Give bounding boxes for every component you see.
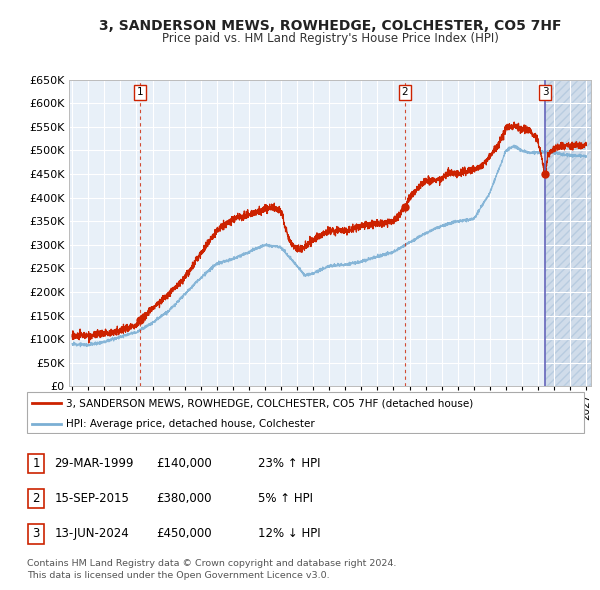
Text: Contains HM Land Registry data © Crown copyright and database right 2024.
This d: Contains HM Land Registry data © Crown c… bbox=[27, 559, 397, 579]
Text: 2: 2 bbox=[401, 87, 409, 97]
Text: 15-SEP-2015: 15-SEP-2015 bbox=[55, 492, 130, 505]
Text: 2: 2 bbox=[32, 492, 40, 505]
Text: 3: 3 bbox=[32, 527, 40, 540]
Text: 3: 3 bbox=[542, 87, 548, 97]
Text: 13-JUN-2024: 13-JUN-2024 bbox=[55, 527, 130, 540]
Text: £450,000: £450,000 bbox=[156, 527, 212, 540]
Bar bbox=[545, 80, 591, 386]
Text: 1: 1 bbox=[137, 87, 143, 97]
Text: 3, SANDERSON MEWS, ROWHEDGE, COLCHESTER, CO5 7HF (detached house): 3, SANDERSON MEWS, ROWHEDGE, COLCHESTER,… bbox=[66, 398, 473, 408]
Text: 3, SANDERSON MEWS, ROWHEDGE, COLCHESTER, CO5 7HF: 3, SANDERSON MEWS, ROWHEDGE, COLCHESTER,… bbox=[99, 19, 561, 33]
Text: Price paid vs. HM Land Registry's House Price Index (HPI): Price paid vs. HM Land Registry's House … bbox=[161, 32, 499, 45]
Text: £380,000: £380,000 bbox=[156, 492, 212, 505]
Text: 12% ↓ HPI: 12% ↓ HPI bbox=[258, 527, 320, 540]
FancyBboxPatch shape bbox=[28, 525, 44, 543]
Text: 23% ↑ HPI: 23% ↑ HPI bbox=[258, 457, 320, 470]
FancyBboxPatch shape bbox=[28, 489, 44, 508]
Text: £140,000: £140,000 bbox=[156, 457, 212, 470]
Text: 29-MAR-1999: 29-MAR-1999 bbox=[55, 457, 134, 470]
Text: 5% ↑ HPI: 5% ↑ HPI bbox=[258, 492, 313, 505]
Text: HPI: Average price, detached house, Colchester: HPI: Average price, detached house, Colc… bbox=[66, 419, 315, 429]
Text: 1: 1 bbox=[32, 457, 40, 470]
FancyBboxPatch shape bbox=[28, 454, 44, 473]
FancyBboxPatch shape bbox=[27, 392, 584, 433]
Bar bbox=[545, 80, 591, 386]
